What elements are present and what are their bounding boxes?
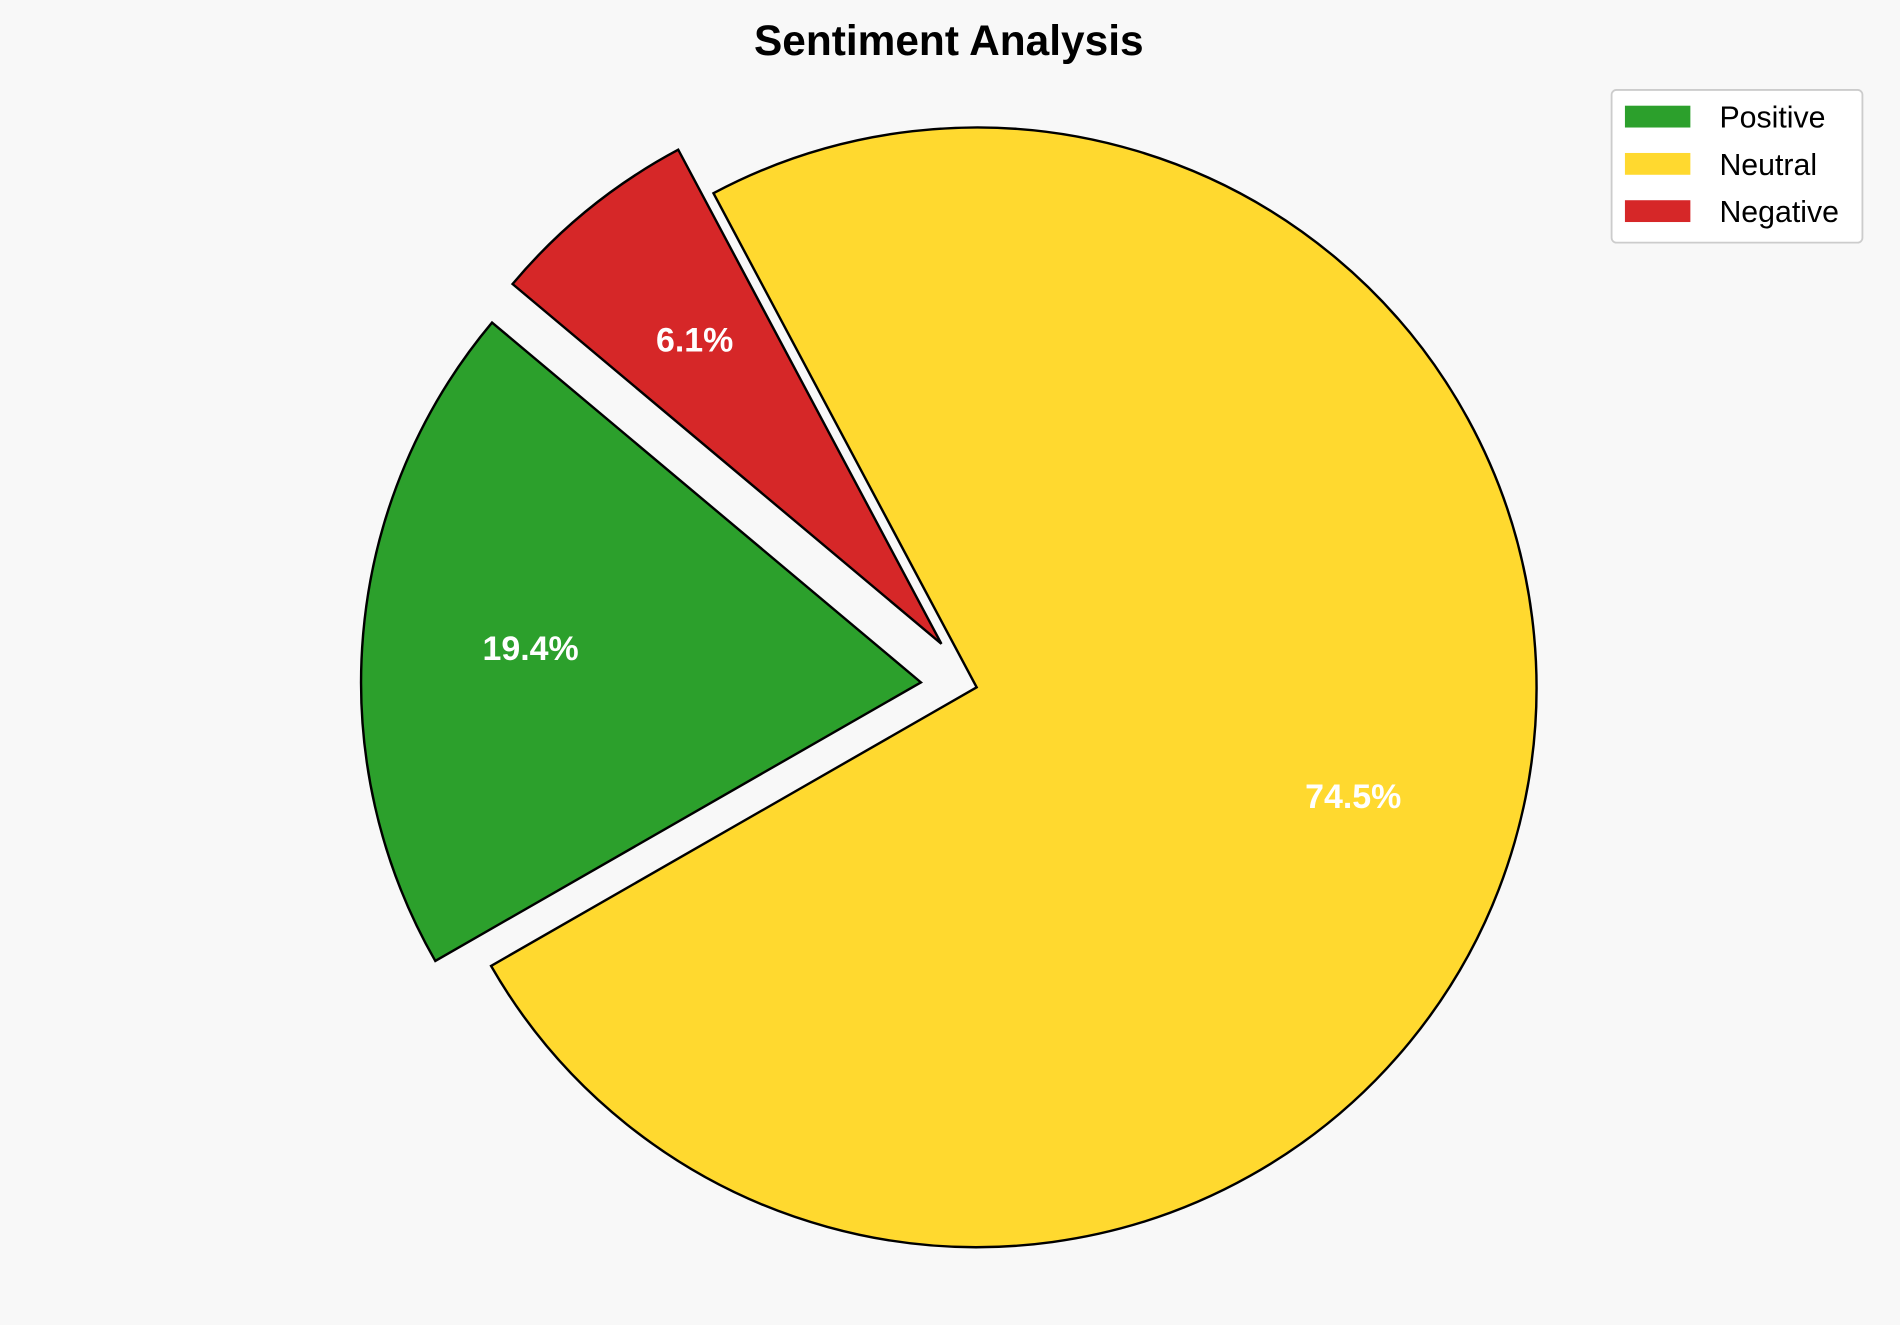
legend-label-neutral: Neutral — [1719, 149, 1817, 182]
legend: Positive Neutral Negative — [1610, 89, 1864, 244]
legend-label-positive: Positive — [1719, 102, 1825, 135]
slice-label-negative: 6.1% — [656, 322, 733, 360]
legend-swatch-positive — [1624, 105, 1691, 128]
legend-swatch-neutral — [1624, 152, 1691, 175]
slice-label-neutral: 74.5% — [1305, 778, 1401, 816]
pie-slice-negative — [510, 148, 943, 645]
legend-label-negative: Negative — [1719, 196, 1839, 229]
pie-slice-positive — [359, 320, 924, 963]
legend-swatch-negative — [1624, 200, 1691, 223]
slice-label-positive: 19.4% — [482, 630, 578, 668]
chart-title: Sentiment Analysis — [754, 17, 1144, 64]
pie-slice-neutral — [489, 126, 1538, 1249]
